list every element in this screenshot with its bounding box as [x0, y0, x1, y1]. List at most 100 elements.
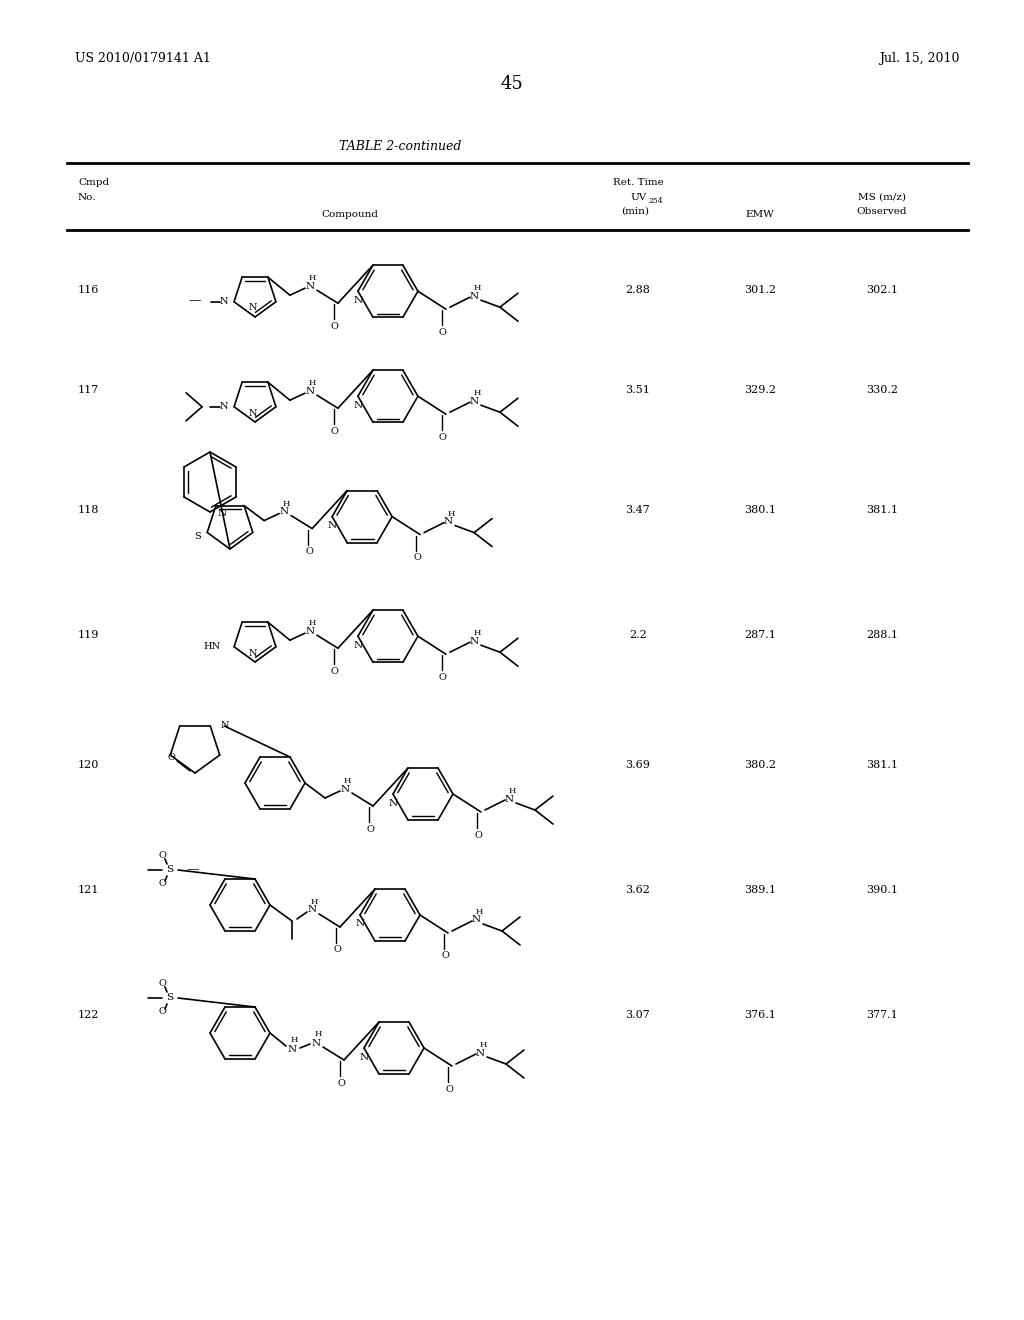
Text: 288.1: 288.1	[866, 630, 898, 640]
Text: O: O	[167, 752, 175, 762]
Text: N: N	[288, 1044, 297, 1053]
Text: N: N	[471, 916, 480, 924]
Text: O: O	[305, 546, 313, 556]
Text: N: N	[359, 1052, 369, 1061]
Text: H: H	[473, 389, 480, 397]
Text: H: H	[308, 379, 315, 387]
Text: H: H	[310, 898, 317, 906]
Text: N: N	[311, 1039, 321, 1048]
Text: N: N	[355, 920, 365, 928]
Text: 118: 118	[78, 506, 99, 515]
Text: S: S	[194, 532, 201, 541]
Text: S: S	[167, 994, 173, 1002]
Text: 3.62: 3.62	[626, 884, 650, 895]
Text: US 2010/0179141 A1: US 2010/0179141 A1	[75, 51, 211, 65]
Text: O: O	[331, 322, 339, 331]
Text: MS (m/z): MS (m/z)	[858, 193, 906, 202]
Text: H: H	[447, 510, 455, 517]
Text: Ret. Time: Ret. Time	[612, 178, 664, 187]
Text: 3.51: 3.51	[626, 385, 650, 395]
Text: O: O	[158, 879, 166, 888]
Text: O: O	[337, 1078, 345, 1088]
Text: N: N	[220, 722, 228, 730]
Text: O: O	[158, 1007, 166, 1016]
Text: O: O	[158, 851, 166, 861]
Text: O: O	[158, 979, 166, 989]
Text: N: N	[443, 517, 453, 527]
Text: N: N	[469, 636, 478, 645]
Text: H: H	[308, 619, 315, 627]
Text: H: H	[291, 1036, 298, 1044]
Text: TABLE 2-continued: TABLE 2-continued	[339, 140, 461, 153]
Text: N: N	[328, 521, 337, 531]
Text: —: —	[188, 294, 201, 308]
Text: S: S	[167, 866, 173, 874]
Text: 2.88: 2.88	[626, 285, 650, 294]
Text: O: O	[413, 553, 421, 562]
Text: 3.69: 3.69	[626, 760, 650, 770]
Text: No.: No.	[78, 193, 96, 202]
Text: 2.2: 2.2	[629, 630, 647, 640]
Text: N: N	[353, 401, 362, 409]
Text: O: O	[366, 825, 374, 833]
Text: N: N	[469, 292, 478, 301]
Text: H: H	[314, 1030, 322, 1038]
Text: 377.1: 377.1	[866, 1010, 898, 1020]
Text: 381.1: 381.1	[866, 506, 898, 515]
Text: O: O	[441, 952, 449, 961]
Text: 330.2: 330.2	[866, 385, 898, 395]
Text: 302.1: 302.1	[866, 285, 898, 294]
Text: 390.1: 390.1	[866, 884, 898, 895]
Text: N: N	[249, 408, 257, 417]
Text: N: N	[307, 906, 316, 915]
Text: H: H	[473, 284, 480, 292]
Text: 45: 45	[501, 75, 523, 92]
Text: O: O	[333, 945, 341, 954]
Text: UV: UV	[630, 193, 646, 202]
Text: N: N	[305, 627, 314, 636]
Text: N: N	[353, 640, 362, 649]
Text: O: O	[439, 327, 446, 337]
Text: O: O	[445, 1085, 453, 1093]
Text: 116: 116	[78, 285, 99, 294]
Text: N: N	[305, 281, 314, 290]
Text: Jul. 15, 2010: Jul. 15, 2010	[880, 51, 961, 65]
Text: N: N	[475, 1048, 484, 1057]
Text: 3.47: 3.47	[626, 506, 650, 515]
Text: H: H	[479, 1041, 486, 1049]
Text: 3.07: 3.07	[626, 1010, 650, 1020]
Text: 287.1: 287.1	[744, 630, 776, 640]
Text: H: H	[473, 630, 480, 638]
Text: N: N	[305, 387, 314, 396]
Text: Cmpd: Cmpd	[78, 178, 110, 187]
Text: N: N	[469, 397, 478, 405]
Text: 380.1: 380.1	[744, 506, 776, 515]
Text: O: O	[474, 830, 482, 840]
Text: N: N	[220, 403, 228, 412]
Text: 389.1: 389.1	[744, 884, 776, 895]
Text: N: N	[353, 296, 362, 305]
Text: N: N	[220, 297, 228, 306]
Text: N: N	[340, 784, 349, 793]
Text: 380.2: 380.2	[744, 760, 776, 770]
Text: —: —	[186, 863, 199, 876]
Text: 329.2: 329.2	[744, 385, 776, 395]
Text: 376.1: 376.1	[744, 1010, 776, 1020]
Text: H: H	[308, 275, 315, 282]
Text: H: H	[343, 777, 350, 785]
Text: O: O	[439, 433, 446, 442]
Text: EMW: EMW	[745, 210, 774, 219]
Text: 120: 120	[78, 760, 99, 770]
Text: H: H	[475, 908, 482, 916]
Text: N: N	[388, 799, 397, 808]
Text: 119: 119	[78, 630, 99, 640]
Text: Compound: Compound	[322, 210, 379, 219]
Text: 122: 122	[78, 1010, 99, 1020]
Text: N: N	[505, 795, 514, 804]
Text: (min): (min)	[621, 207, 649, 216]
Text: Observed: Observed	[857, 207, 907, 216]
Text: HN: HN	[203, 643, 220, 651]
Text: O: O	[439, 673, 446, 681]
Text: O: O	[331, 426, 339, 436]
Text: H: H	[508, 787, 516, 795]
